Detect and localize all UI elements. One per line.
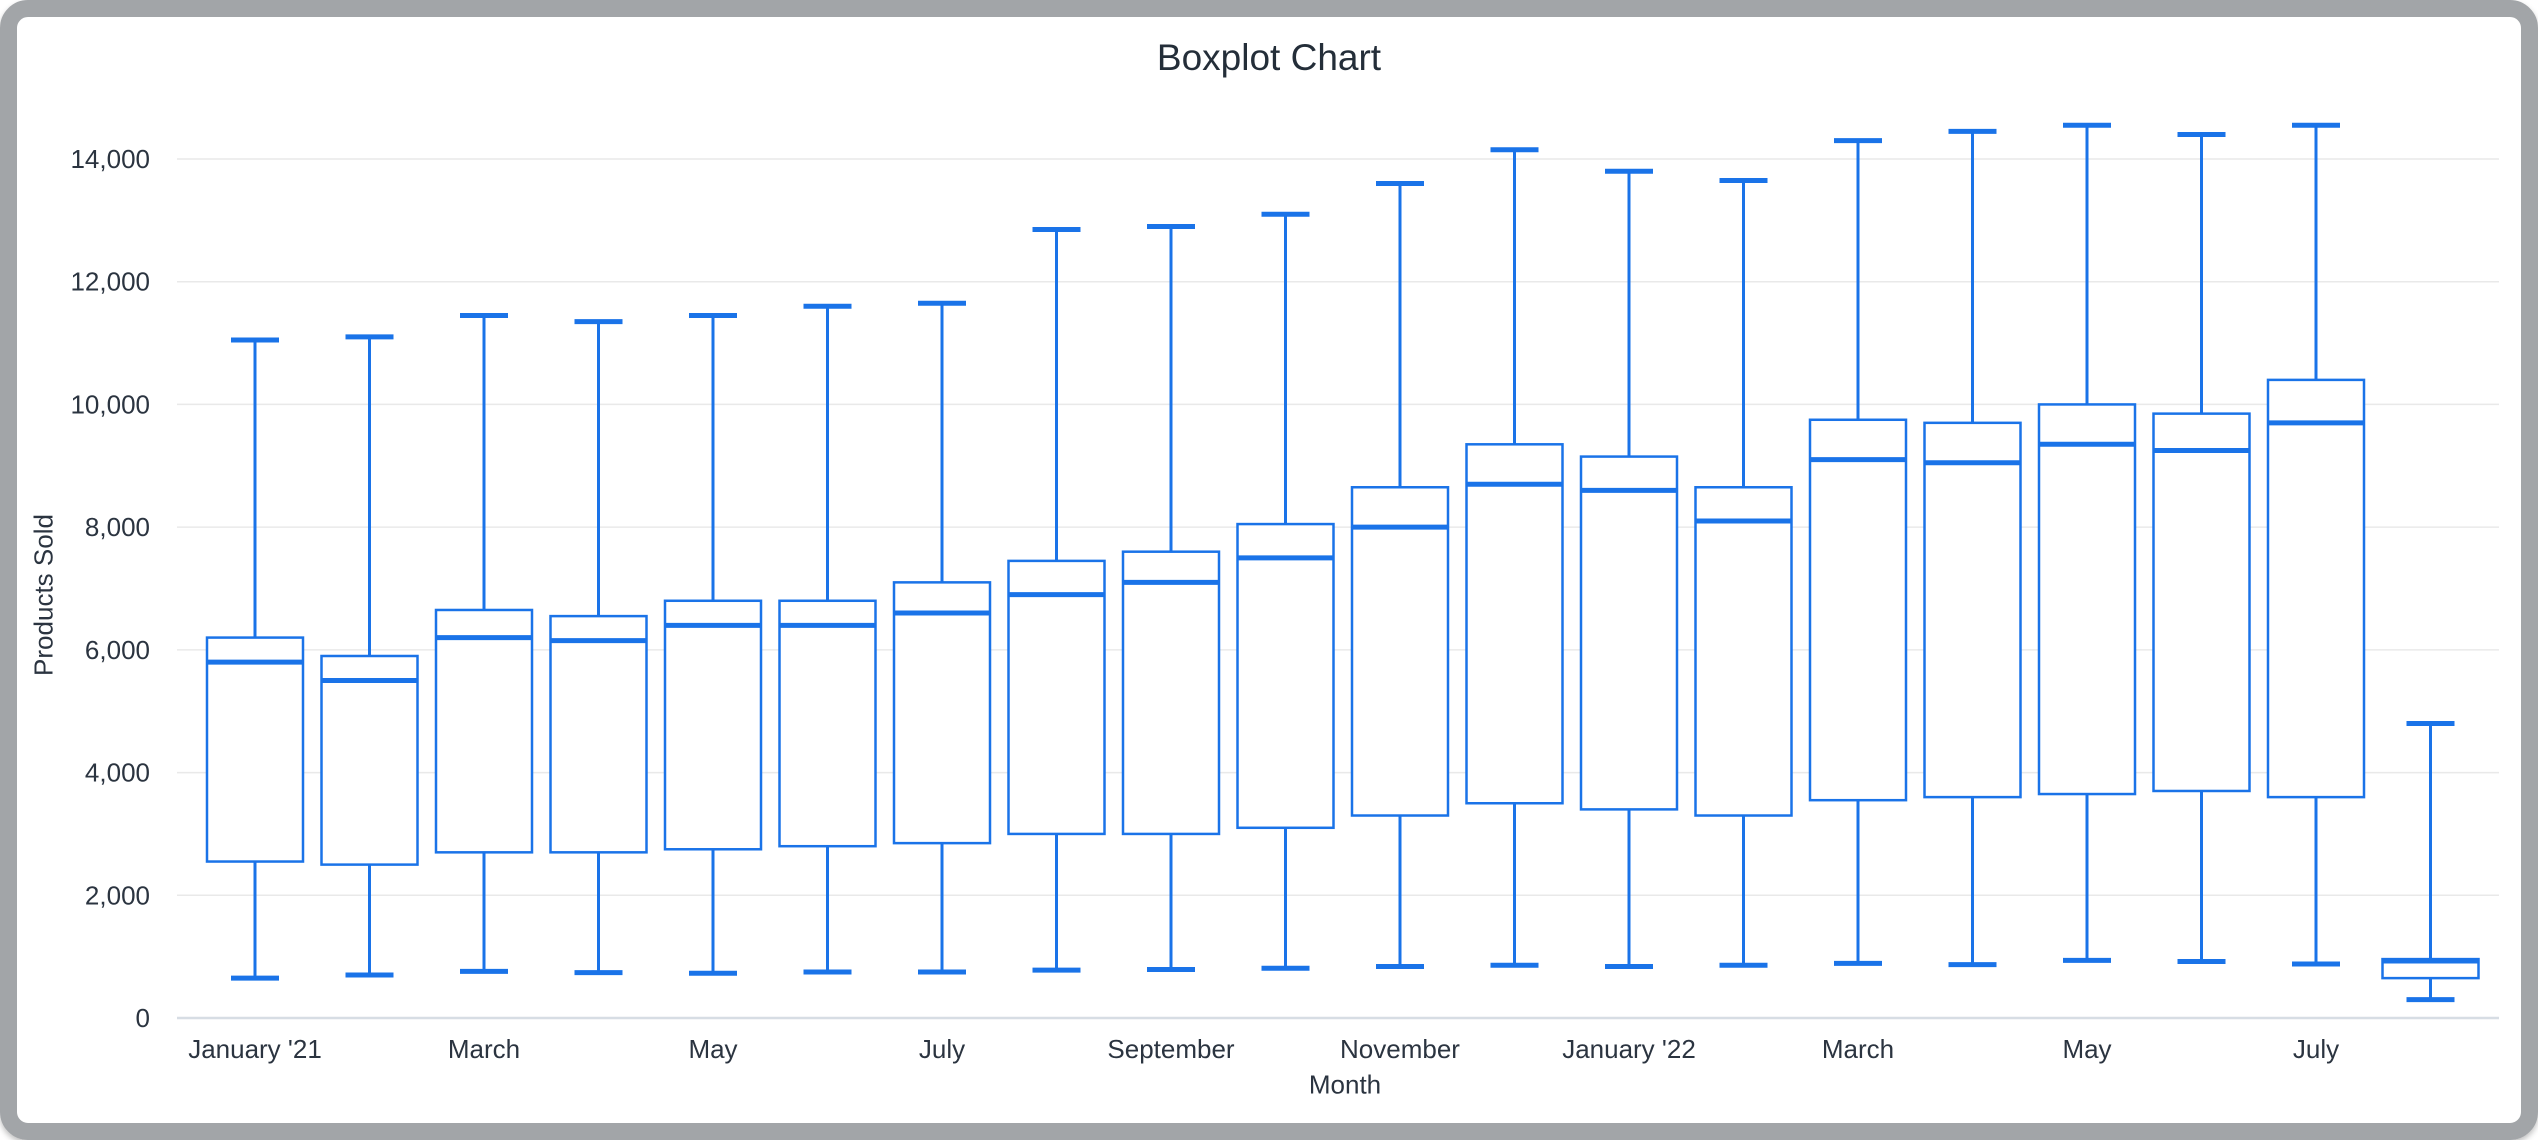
boxplot-june-22[interactable] (2152, 131, 2251, 965)
iqr-box (1579, 455, 1679, 811)
y-tick-label: 12,000 (70, 267, 150, 297)
boxplot-august-22[interactable] (2381, 720, 2480, 1003)
iqr-box (1694, 486, 1793, 817)
iqr-box (2266, 378, 2366, 799)
iqr-box (663, 599, 763, 851)
x-tick-label: May (2062, 1034, 2111, 1064)
y-tick-label: 2,000 (85, 880, 150, 910)
x-tick-label: March (448, 1034, 520, 1064)
boxplot-july-22[interactable] (2266, 122, 2366, 967)
iqr-box (1236, 522, 1335, 830)
iqr-box (1007, 559, 1106, 836)
y-tick-label: 0 (136, 1003, 150, 1033)
boxplot-october-21[interactable] (1236, 211, 1335, 971)
chart-title: Boxplot Chart (1156, 37, 1382, 78)
iqr-box (778, 599, 877, 848)
x-tick-label: March (1822, 1034, 1894, 1064)
boxplot-may-21[interactable] (663, 312, 763, 976)
boxplot-february-22[interactable] (1694, 177, 1793, 968)
boxplot-june-21[interactable] (778, 303, 877, 975)
x-tick-label: January '21 (188, 1034, 322, 1064)
y-tick-label: 6,000 (85, 635, 150, 665)
y-axis-title: Products Sold (28, 514, 59, 676)
iqr-box (2152, 412, 2251, 793)
x-tick-label: July (919, 1034, 965, 1064)
y-tick-label: 10,000 (70, 389, 150, 419)
boxplot-april-21[interactable] (549, 319, 648, 976)
x-tick-label: January '22 (1562, 1034, 1696, 1064)
iqr-box (1808, 418, 1908, 802)
iqr-box (2037, 403, 2137, 796)
iqr-box (549, 614, 648, 854)
boxplot-march-21[interactable] (434, 312, 534, 974)
boxplot-january-21[interactable] (205, 337, 305, 981)
boxplot-may-22[interactable] (2037, 122, 2137, 963)
boxplot-september-21[interactable] (1121, 223, 1221, 973)
iqr-box (1121, 550, 1221, 836)
boxplot-july-21[interactable] (892, 300, 992, 975)
boxplot-february-21[interactable] (320, 334, 419, 978)
boxplot-november-21[interactable] (1350, 181, 1450, 969)
iqr-box (205, 636, 305, 863)
iqr-box (1350, 486, 1450, 817)
x-tick-label: September (1107, 1034, 1235, 1064)
iqr-box (892, 581, 992, 845)
y-tick-label: 8,000 (85, 512, 150, 542)
boxplot-august-21[interactable] (1007, 227, 1106, 973)
iqr-box (434, 608, 534, 854)
iqr-box (320, 654, 419, 866)
boxplot-march-22[interactable] (1808, 138, 1908, 966)
x-tick-label: May (688, 1034, 737, 1064)
iqr-box (1923, 421, 2022, 799)
x-tick-label: November (1340, 1034, 1460, 1064)
x-axis-title: Month (1308, 1069, 1382, 1100)
y-tick-label: 4,000 (85, 758, 150, 788)
y-tick-label: 14,000 (70, 144, 150, 174)
x-tick-label: July (2293, 1034, 2339, 1064)
iqr-box (1465, 443, 1564, 805)
boxplot-january-22[interactable] (1579, 168, 1679, 969)
boxplot-december-21[interactable] (1465, 147, 1564, 968)
boxplot-april-22[interactable] (1923, 128, 2022, 968)
